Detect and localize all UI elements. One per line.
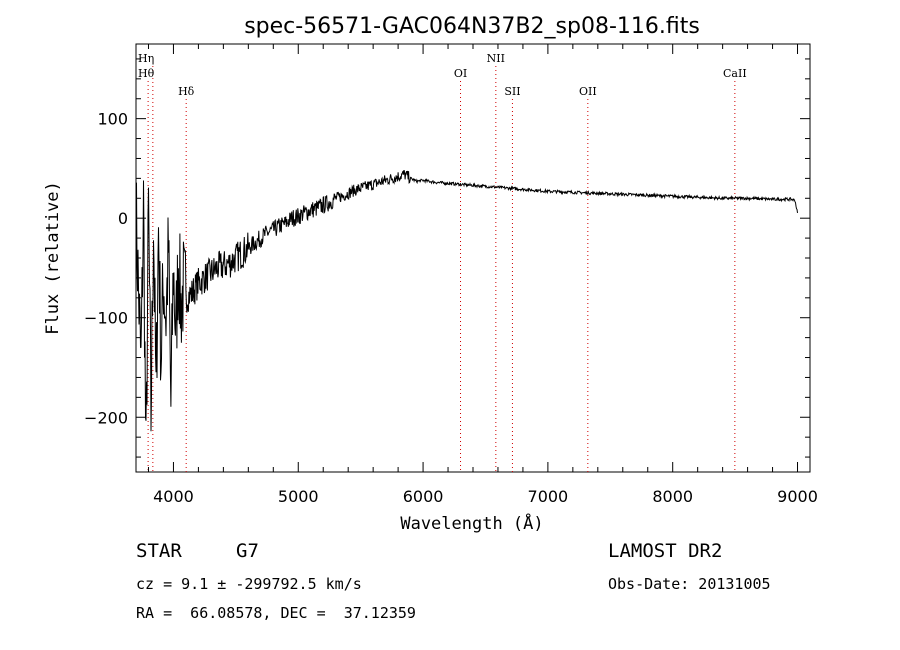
survey-name: LAMOST DR2 [608, 540, 723, 562]
x-tick-label: 6000 [403, 487, 444, 506]
coordinates: RA = 66.08578, DEC = 37.12359 [136, 604, 416, 622]
axis-ticks [136, 44, 810, 472]
plot-frame [135, 43, 811, 473]
spectral-line-label: OII [579, 85, 597, 98]
y-tick-label: −200 [84, 408, 128, 427]
x-tick-label: 4000 [153, 487, 194, 506]
y-tick-label: −100 [84, 309, 128, 328]
spectral-line-label: CaII [723, 67, 747, 80]
spectral-line-markers: Hη Hθ Hδ OI NII SII OII CaII [138, 52, 747, 472]
x-axis-label: Wavelength (Å) [400, 512, 543, 534]
object-subclass: G7 [236, 540, 259, 562]
spectral-line-label: Hθ [138, 67, 155, 80]
y-tick-label: 100 [97, 110, 128, 129]
x-tick-label: 8000 [652, 487, 693, 506]
spectral-line-label: Hη [138, 52, 154, 65]
x-tick-label: 9000 [777, 487, 818, 506]
redshift-info: cz = 9.1 ± -299792.5 km/s [136, 575, 362, 593]
spectral-line-label: OI [454, 67, 467, 80]
observation-date: Obs-Date: 20131005 [608, 575, 771, 593]
y-tick-label: 0 [118, 209, 128, 228]
x-tick-label: 5000 [278, 487, 319, 506]
chart-title: spec-56571-GAC064N37B2_sp08-116.fits [244, 14, 700, 39]
spectrum-series-line [135, 169, 798, 432]
y-tick-labels: −200 −100 0 100 [84, 110, 128, 428]
spectral-line-label: SII [504, 85, 520, 98]
x-tick-labels: 4000 5000 6000 7000 8000 9000 [153, 487, 818, 506]
spectral-line-label: Hδ [178, 85, 195, 98]
y-axis-label: Flux (relative) [43, 181, 63, 335]
object-type: STAR [136, 540, 182, 562]
x-tick-label: 7000 [528, 487, 569, 506]
spectral-line-label: NII [487, 52, 505, 65]
